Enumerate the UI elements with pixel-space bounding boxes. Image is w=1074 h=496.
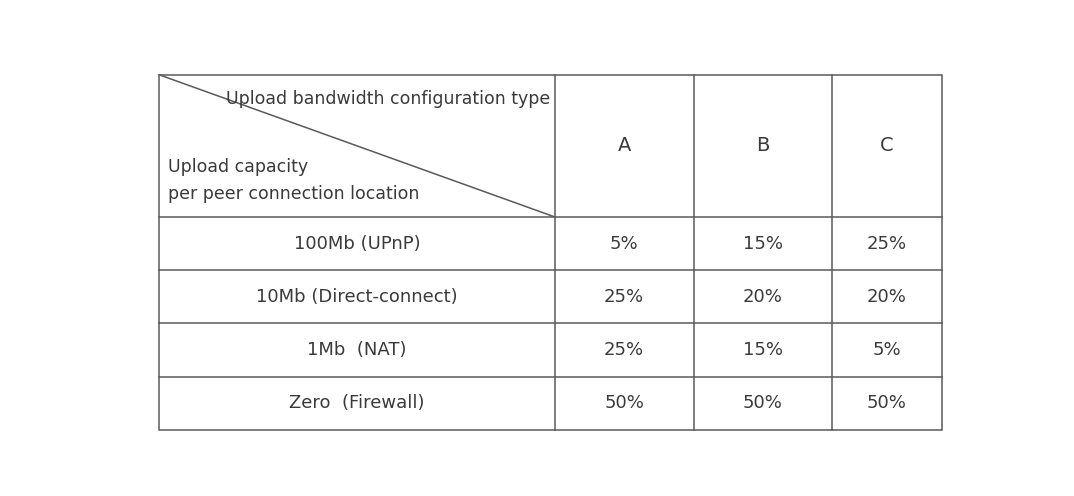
Text: 50%: 50% <box>743 394 783 412</box>
Text: per peer connection location: per peer connection location <box>168 185 419 203</box>
Text: 50%: 50% <box>605 394 644 412</box>
Text: A: A <box>618 136 630 155</box>
Text: 10Mb (Direct-connect): 10Mb (Direct-connect) <box>256 288 458 306</box>
Text: C: C <box>880 136 894 155</box>
Text: Upload capacity: Upload capacity <box>168 158 307 176</box>
Text: 25%: 25% <box>604 288 644 306</box>
Text: 25%: 25% <box>867 235 906 252</box>
Text: 100Mb (UPnP): 100Mb (UPnP) <box>293 235 420 252</box>
Text: B: B <box>756 136 769 155</box>
Text: 5%: 5% <box>872 341 901 359</box>
Text: Upload bandwidth configuration type: Upload bandwidth configuration type <box>227 90 550 108</box>
Text: 1Mb  (NAT): 1Mb (NAT) <box>307 341 407 359</box>
Text: 20%: 20% <box>867 288 906 306</box>
Text: 15%: 15% <box>743 235 783 252</box>
Text: 25%: 25% <box>604 341 644 359</box>
Text: Zero  (Firewall): Zero (Firewall) <box>289 394 424 412</box>
Text: 5%: 5% <box>610 235 638 252</box>
Text: 50%: 50% <box>867 394 906 412</box>
Text: 20%: 20% <box>743 288 783 306</box>
Text: 15%: 15% <box>743 341 783 359</box>
